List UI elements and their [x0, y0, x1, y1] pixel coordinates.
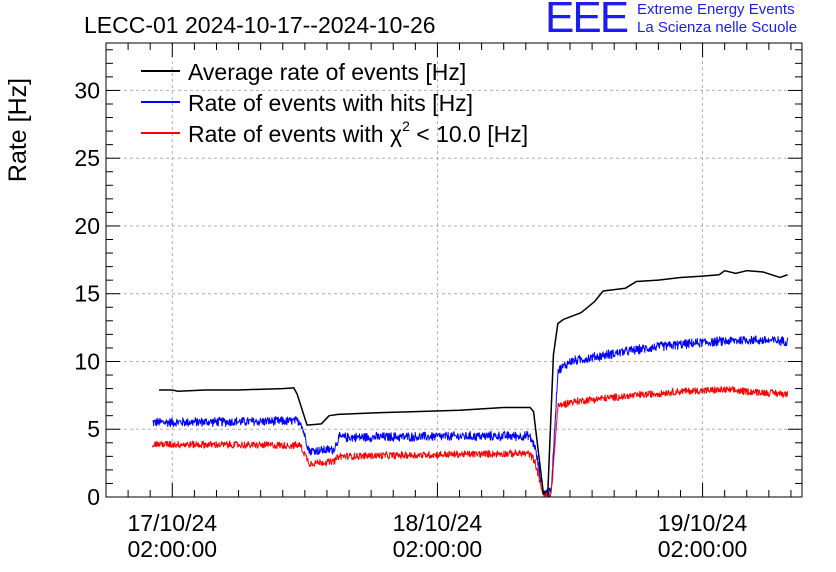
chart-title: LECC-01 2024-10-17--2024-10-26: [84, 12, 436, 38]
eee-logo-mark: EEE: [545, 0, 629, 42]
legend-label: Rate of events with hits [Hz]: [188, 90, 473, 116]
y-tick-label: 5: [87, 416, 100, 442]
legend-label: Average rate of events [Hz]: [188, 59, 466, 85]
y-tick-label: 20: [74, 213, 100, 239]
x-tick-time: 02:00:00: [393, 536, 483, 562]
x-tick-date: 17/10/24: [128, 510, 218, 536]
legend: Average rate of events [Hz] Rate of event…: [141, 59, 528, 147]
series-line-1: [152, 335, 789, 497]
legend-label-suffix: < 10.0 [Hz]: [410, 121, 528, 147]
x-tick-time: 02:00:00: [658, 536, 748, 562]
axis-ticks: 05101520253017/10/2402:00:0018/10/2402:0…: [74, 43, 802, 562]
y-tick-label: 0: [87, 484, 100, 510]
series-line-2: [151, 385, 789, 498]
eee-logo-line2: La Scienza nelle Scuole: [637, 19, 798, 36]
y-tick-label: 30: [74, 77, 100, 103]
y-tick-label: 25: [74, 145, 100, 171]
legend-label: Rate of events with χ2 < 10.0 [Hz]: [188, 118, 528, 147]
y-axis-label: Rate [Hz]: [4, 78, 32, 182]
x-tick-date: 18/10/24: [393, 510, 483, 536]
legend-label-sup: 2: [402, 118, 410, 134]
series-group: [151, 269, 789, 498]
legend-label-text: Rate of events with hits [Hz]: [188, 90, 473, 116]
legend-label-text: Average rate of events [Hz]: [188, 59, 466, 85]
x-tick-time: 02:00:00: [128, 536, 218, 562]
y-tick-label: 10: [74, 348, 100, 374]
y-tick-label: 15: [74, 281, 100, 307]
eee-logo-text: Extreme Energy Events La Scienza nelle S…: [637, 1, 797, 37]
series-line-0: [159, 269, 788, 496]
x-tick-date: 19/10/24: [658, 510, 748, 536]
legend-label-text: Rate of events with χ: [188, 121, 402, 147]
eee-logo-line1: Extreme Energy Events: [637, 1, 795, 18]
plot-frame: [105, 42, 803, 498]
